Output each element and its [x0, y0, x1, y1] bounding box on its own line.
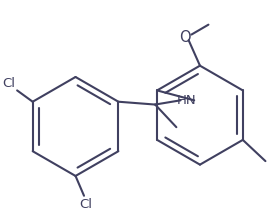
- Text: Cl: Cl: [2, 77, 15, 90]
- Text: Cl: Cl: [79, 198, 92, 211]
- Text: O: O: [179, 30, 191, 45]
- Text: HN: HN: [177, 94, 197, 107]
